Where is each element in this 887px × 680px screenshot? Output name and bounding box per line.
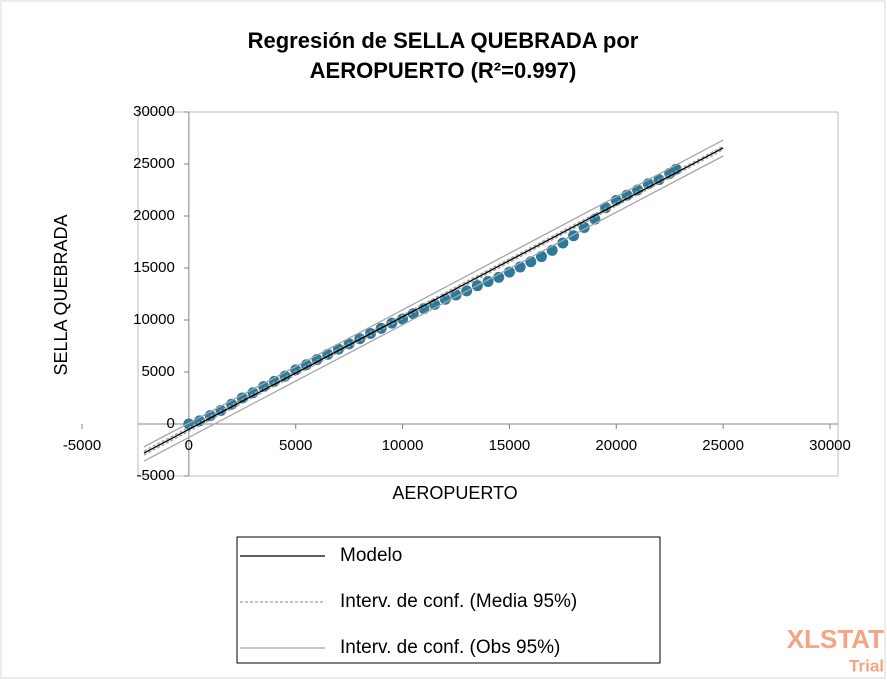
y-tick-label: 25000 [133,155,175,172]
x-axis-label: AEROPUERTO [392,483,517,503]
regression-line [143,147,724,454]
x-tick-label: 10000 [382,437,424,454]
chart-title: AEROPUERTO (R²=0.997) [310,58,577,83]
x-tick-label: 0 [185,437,193,454]
y-tick-label: 5000 [141,363,174,380]
legend-label: Interv. de conf. (Media 95%) [340,591,577,612]
y-tick-label: 10000 [133,311,175,328]
x-tick-label: 25000 [702,437,744,454]
data-point [493,271,505,283]
regression-line [143,145,724,452]
legend-label: Interv. de conf. (Obs 95%) [340,637,560,658]
regression-line [143,139,724,448]
x-tick-label: 30000 [809,437,851,454]
data-point [535,251,547,263]
data-point [290,364,302,376]
watermark-brand: XLSTAT [787,624,884,654]
watermark-note: Trial [849,656,884,675]
legend-box [236,536,661,664]
legend-label: Modelo [340,545,402,566]
x-tick-label: 5000 [279,437,312,454]
regression-line [143,155,724,462]
y-tick-label: 30000 [133,103,175,120]
data-point [557,237,569,249]
y-tick-label: 20000 [133,207,175,224]
y-axis-label: SELLA QUEBRADA [51,214,71,375]
x-tick-label: 15000 [489,437,531,454]
y-tick-label: 0 [167,415,175,432]
plot-frame [137,111,839,477]
y-tick-label: 15000 [133,259,175,276]
regression-line [143,149,724,456]
legend: Modelo Interv. de conf. (Media 95%) Interv… [240,545,577,658]
x-tick-label: -5000 [63,437,101,454]
y-tick-label: -5000 [136,467,174,484]
chart-title: Regresión de SELLA QUEBRADA por [248,28,639,53]
x-tick-label: 20000 [595,437,637,454]
data-point [568,230,580,242]
